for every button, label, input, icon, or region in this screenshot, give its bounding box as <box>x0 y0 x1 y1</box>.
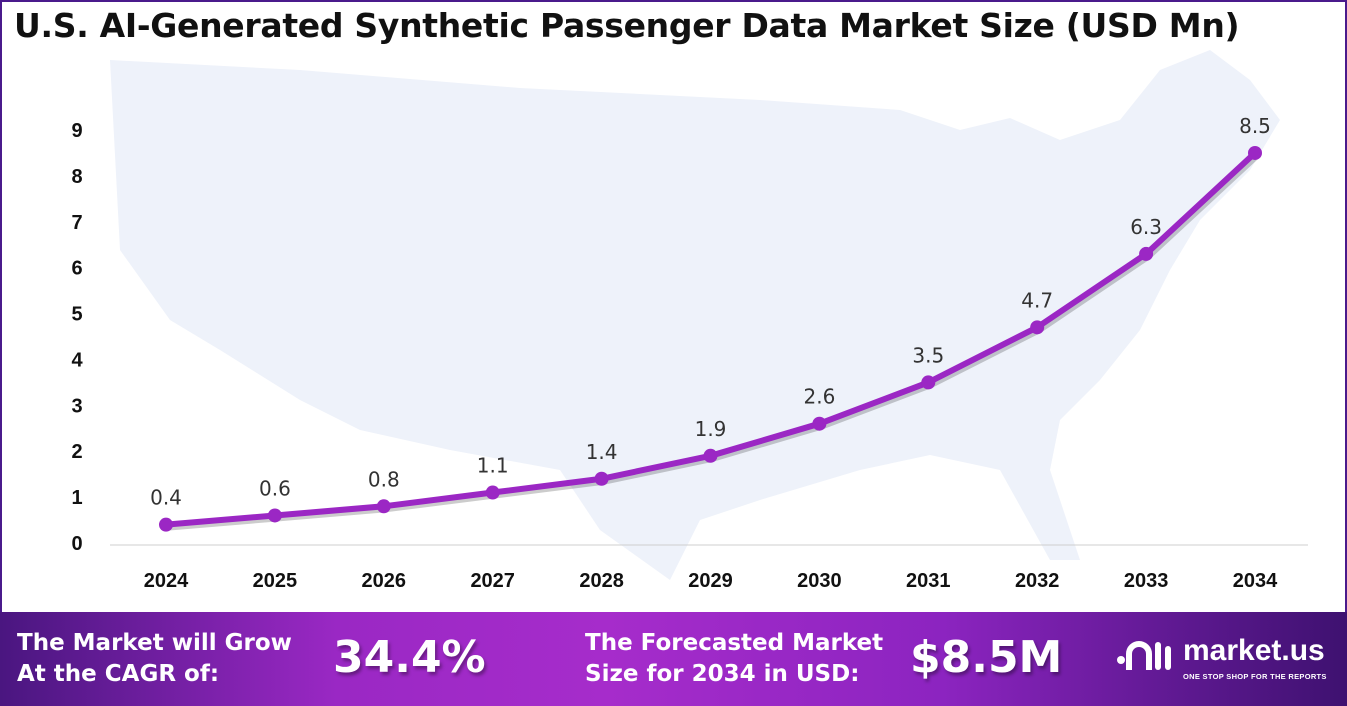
y-tick-label: 8 <box>71 166 82 188</box>
cagr-label-line1: The Market will Grow <box>17 630 292 656</box>
chart-title: U.S. AI-Generated Synthetic Passenger Da… <box>14 6 1240 45</box>
data-point <box>1248 145 1262 160</box>
x-tick-label: 2034 <box>1233 570 1278 592</box>
forecast-label-line2: Size for 2034 in USD: <box>585 661 860 687</box>
y-tick-label: 5 <box>71 304 82 326</box>
y-tick-label: 2 <box>71 441 82 463</box>
data-point <box>1030 320 1045 335</box>
data-point <box>159 517 173 532</box>
x-tick-label: 2024 <box>144 570 189 592</box>
logo-icon <box>1117 641 1171 670</box>
logo-name: market.us <box>1183 634 1325 667</box>
data-label: 1.1 <box>477 454 509 478</box>
data-point <box>376 499 391 514</box>
y-tick-label: 0 <box>71 533 82 555</box>
x-tick-label: 2025 <box>253 570 298 592</box>
y-tick-label: 3 <box>71 395 82 417</box>
data-label: 6.3 <box>1130 215 1162 239</box>
x-tick-label: 2033 <box>1124 570 1169 592</box>
data-point <box>1139 246 1154 261</box>
data-point <box>594 471 609 486</box>
data-label: 1.4 <box>586 440 618 464</box>
x-tick-label: 2027 <box>470 570 515 592</box>
data-point <box>703 448 718 463</box>
data-point <box>921 375 936 390</box>
data-point <box>812 416 827 431</box>
cagr-label-line2: At the CAGR of: <box>17 661 220 687</box>
x-tick-label: 2032 <box>1015 570 1060 592</box>
x-tick-label: 2029 <box>688 570 733 592</box>
x-tick-label: 2031 <box>906 570 951 592</box>
forecast-value: $8.5M <box>910 632 1063 683</box>
data-point <box>267 508 282 523</box>
cagr-value: 34.4% <box>333 632 486 683</box>
x-tick-label: 2030 <box>797 570 842 592</box>
chart-frame <box>0 0 1347 612</box>
data-label: 1.9 <box>695 417 727 441</box>
data-label: 0.6 <box>259 476 291 500</box>
data-label: 4.7 <box>1021 288 1053 312</box>
data-label: 8.5 <box>1239 114 1271 138</box>
footer-banner: The Market will Grow At the CAGR of: 34.… <box>0 612 1347 706</box>
y-tick-label: 1 <box>71 487 82 509</box>
x-tick-label: 2026 <box>362 570 407 592</box>
data-label: 2.6 <box>803 385 835 409</box>
y-tick-label: 7 <box>71 212 82 234</box>
data-label: 0.8 <box>368 467 400 491</box>
data-point <box>485 485 500 500</box>
logo-tagline: ONE STOP SHOP FOR THE REPORTS <box>1183 672 1327 681</box>
line-chart: 0 1 2 3 4 5 6 7 8 9 2024 2025 2026 2027 2028 2029 2030 20… <box>71 50 1308 592</box>
forecast-label-line1: The Forecasted Market <box>585 630 884 656</box>
y-tick-label: 9 <box>71 120 82 142</box>
us-map-background <box>110 50 1280 580</box>
data-label: 0.4 <box>150 486 182 510</box>
x-tick-label: 2028 <box>579 570 624 592</box>
y-tick-label: 4 <box>71 349 83 371</box>
y-tick-label: 6 <box>71 258 82 280</box>
data-label: 3.5 <box>912 343 944 367</box>
